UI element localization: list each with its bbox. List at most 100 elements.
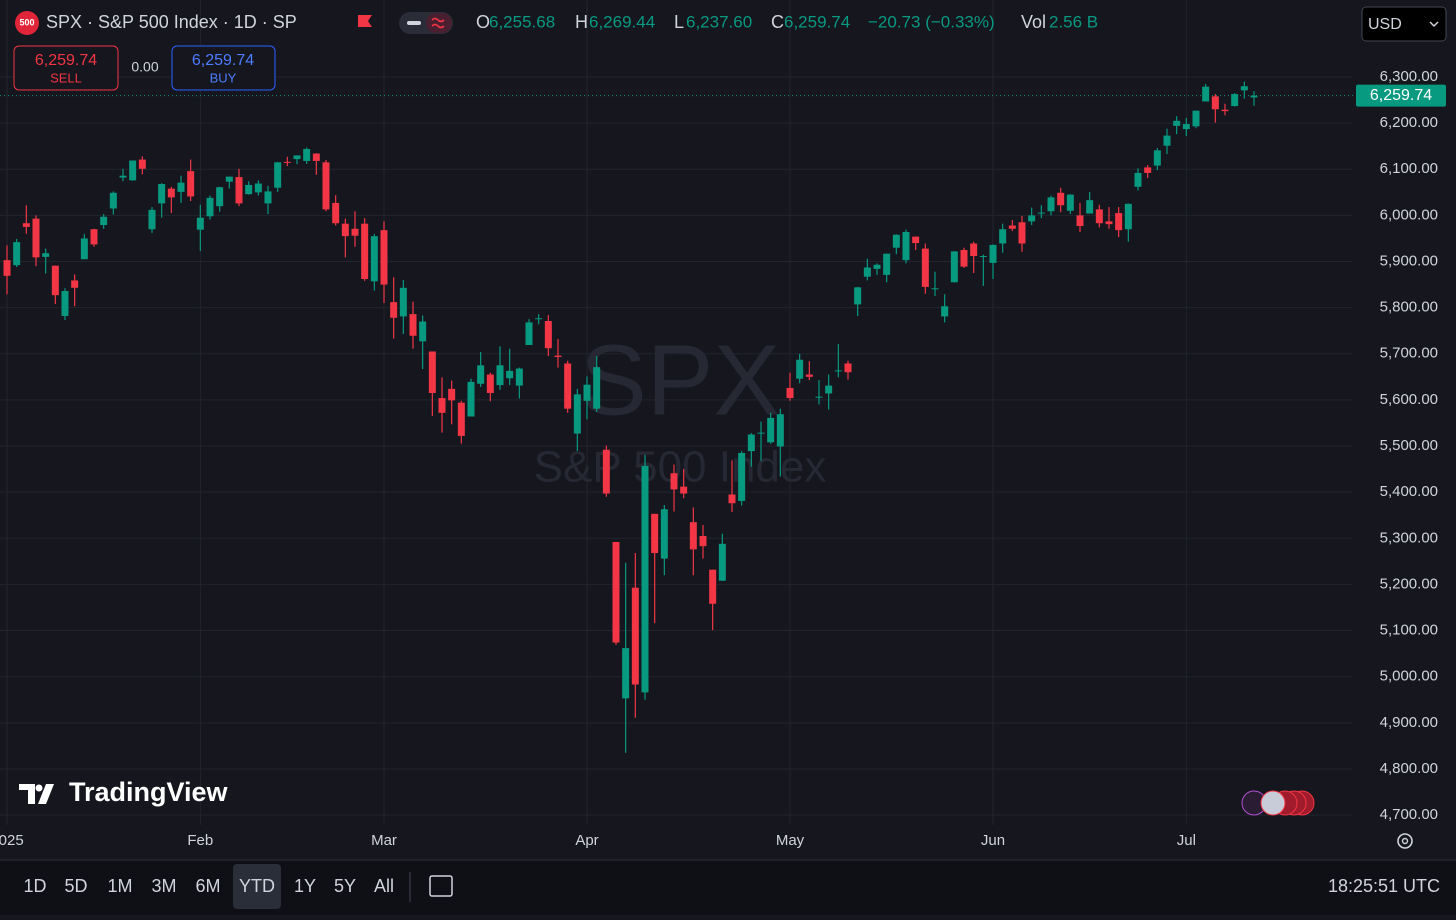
range-button[interactable]: All (374, 876, 394, 896)
sell-price: 6,259.74 (35, 52, 97, 69)
x-tick-label: 2025 (0, 832, 24, 849)
candle-body (1192, 110, 1200, 127)
range-button[interactable]: 5D (64, 876, 87, 896)
candle-body (477, 365, 485, 384)
candle-body (100, 216, 108, 226)
range-button[interactable]: 6M (195, 876, 220, 896)
range-button[interactable]: YTD (239, 876, 275, 896)
y-tick-label: 5,600.00 (1380, 391, 1438, 408)
candle-body (863, 267, 871, 277)
candle-body (573, 394, 581, 434)
candle-body (486, 374, 494, 393)
settings-icon[interactable] (1397, 833, 1413, 849)
symbol-title[interactable]: SPX · S&P 500 Index · 1D · SP (46, 12, 297, 32)
candle-body (873, 264, 881, 269)
candle-body (303, 148, 311, 161)
candle-body (1211, 96, 1219, 110)
candle-body (457, 402, 465, 436)
x-tick-label: Apr (575, 832, 598, 849)
candle-body (361, 223, 369, 280)
range-highlight (233, 864, 281, 909)
candle-body (844, 363, 852, 373)
candle-body (1144, 167, 1152, 173)
candle-body (515, 368, 523, 386)
candle-body (42, 253, 50, 257)
candle-body (1240, 86, 1248, 91)
candle-body (1124, 203, 1132, 230)
candle-body (892, 234, 900, 248)
flag-icon[interactable] (358, 15, 372, 27)
candle-body (235, 177, 243, 204)
candle-body (409, 314, 417, 336)
candle-body (554, 355, 562, 358)
x-tick-label: Jul (1177, 832, 1196, 849)
candle-body (254, 183, 262, 193)
watermark-name: S&P 500 Index (534, 443, 827, 492)
candle-body (264, 191, 272, 204)
low-label: L (674, 12, 684, 32)
candle-body (805, 374, 813, 377)
close-label: C (771, 12, 784, 32)
range-button[interactable]: 5Y (334, 876, 356, 896)
currency-select[interactable] (1361, 6, 1447, 42)
y-tick-label: 6,200.00 (1380, 114, 1438, 131)
candle-body (341, 223, 349, 237)
logo-dot (35, 784, 43, 792)
candle-body (390, 302, 398, 318)
last-price-label: 6,259.74 (1370, 87, 1432, 104)
candle-body (32, 218, 40, 258)
candle-body (979, 255, 987, 257)
candle-body (622, 648, 630, 699)
candle-body (728, 494, 736, 504)
candle-body (109, 192, 117, 209)
candle-body (506, 370, 514, 379)
y-tick-label: 5,300.00 (1380, 529, 1438, 546)
candle-body (206, 197, 214, 217)
symbol-badge (15, 11, 39, 35)
event-icon[interactable] (1260, 790, 1286, 816)
candle-body (3, 260, 11, 276)
candle-body (699, 535, 707, 547)
candle-body (1028, 215, 1036, 222)
y-tick-label: 5,000.00 (1380, 668, 1438, 685)
candle-body (1095, 209, 1103, 224)
candle-body (825, 385, 833, 394)
buy-button[interactable] (171, 45, 276, 91)
candle-body (1086, 200, 1094, 214)
change-value: −20.73 (−0.33%) (868, 12, 995, 31)
buy-price: 6,259.74 (192, 52, 254, 69)
y-tick-label: 4,900.00 (1380, 714, 1438, 731)
candle-body (80, 238, 88, 260)
candle-body (612, 541, 620, 643)
candle-body (834, 370, 842, 372)
candle-body (680, 486, 688, 494)
range-button[interactable]: 3M (151, 876, 176, 896)
spread: 0.00 (131, 59, 158, 75)
low-value: 6,237.60 (686, 12, 752, 31)
range-button[interactable]: 1D (23, 876, 46, 896)
y-tick-label: 5,700.00 (1380, 345, 1438, 362)
candle-body (593, 367, 601, 409)
candle-body (1076, 215, 1084, 226)
open-label: O (476, 12, 490, 32)
candle-body (380, 230, 388, 285)
candle-body (187, 171, 195, 197)
high-value: 6,269.44 (589, 12, 655, 31)
candle-body (535, 318, 543, 320)
y-tick-label: 5,500.00 (1380, 437, 1438, 454)
candle-body (1182, 124, 1190, 130)
candle-body (332, 202, 340, 224)
range-button[interactable]: 1M (107, 876, 132, 896)
candle-body (496, 365, 504, 386)
clock: 18:25:51 UTC (1328, 876, 1440, 896)
candle-body (641, 465, 649, 693)
candle-body (854, 287, 862, 305)
sell-label: SELL (50, 70, 82, 85)
candle-body (1057, 192, 1065, 206)
range-button[interactable]: 1Y (294, 876, 316, 896)
candle-body (351, 228, 359, 236)
sell-button[interactable] (13, 45, 119, 91)
candle-body (989, 244, 997, 263)
goto-date-icon[interactable] (429, 875, 453, 897)
chevron (1429, 21, 1439, 28)
